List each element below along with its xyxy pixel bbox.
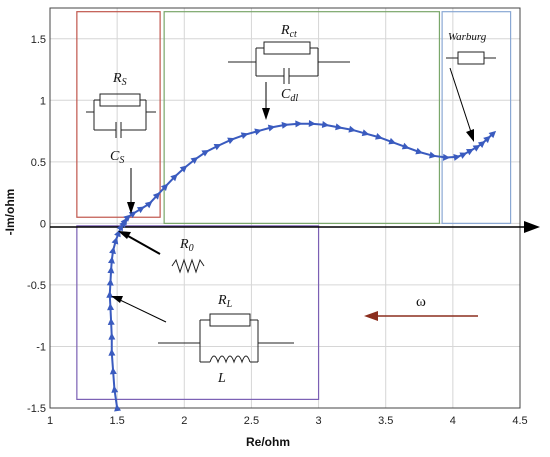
y-axis-label: -Im/ohm	[3, 189, 17, 236]
data-point	[160, 183, 169, 192]
omega-label: ω	[416, 294, 426, 310]
x-axis-label: Re/ohm	[246, 435, 290, 449]
data-point	[415, 147, 424, 155]
cdl-pointer-arrow	[262, 82, 270, 120]
rs-cs-circuit	[86, 93, 156, 138]
rs-label: RS	[112, 71, 127, 88]
grid	[49, 8, 521, 409]
data-point	[120, 217, 128, 226]
data-point	[465, 148, 474, 156]
series-line	[108, 122, 494, 409]
r0-pointer-arrow	[118, 231, 161, 255]
x-tick-label: 4.5	[512, 415, 527, 427]
warburg-pointer-arrow	[449, 67, 474, 142]
data-point	[401, 142, 410, 150]
data-point	[111, 385, 119, 393]
rl-pointer-arrow	[111, 296, 167, 323]
data-point	[107, 303, 115, 311]
x-tick-label: 1	[47, 415, 53, 427]
warburg-label: Warburg	[448, 31, 487, 43]
data-point	[152, 192, 161, 200]
y-tick-label: 0	[40, 218, 46, 230]
data-point	[348, 125, 357, 133]
data-point	[453, 153, 461, 161]
data-point	[472, 144, 481, 152]
data-point	[488, 130, 497, 139]
data-point	[179, 165, 188, 173]
data-point	[123, 214, 131, 222]
data-point	[335, 123, 343, 131]
data-point	[375, 132, 383, 140]
data-point	[213, 143, 222, 151]
r0-label: R0	[179, 237, 194, 254]
data-point	[109, 367, 117, 375]
data-point	[281, 121, 289, 129]
x-tick-label: 4	[450, 415, 456, 427]
cdl-label: Cdl	[281, 87, 298, 104]
data-point	[361, 129, 370, 137]
zero-axis-arrowhead	[524, 221, 540, 233]
data-point	[144, 201, 153, 209]
data-point	[201, 149, 210, 157]
y-tick-label: -0.5	[27, 280, 46, 292]
cs-label: CS	[110, 149, 124, 166]
data-point	[483, 135, 491, 144]
warburg-region	[441, 11, 512, 224]
rct-cdl-region	[163, 11, 441, 224]
series-1	[106, 120, 497, 412]
data-point	[308, 120, 316, 128]
data-point	[111, 236, 119, 245]
y-tick-label: -1	[36, 341, 46, 353]
y-tick-label: 1.5	[31, 34, 46, 46]
warburg-element	[446, 51, 496, 65]
data-point	[295, 120, 303, 128]
y-tick-label: 1	[40, 95, 46, 107]
x-tick-label: 1.5	[109, 415, 124, 427]
data-point	[477, 140, 486, 148]
data-point	[106, 278, 114, 286]
data-point	[136, 206, 145, 214]
y-tick-label: 0.5	[31, 157, 46, 169]
rl-l-circuit	[158, 313, 294, 364]
data-point	[240, 132, 249, 140]
omega-direction-arrow	[364, 311, 478, 321]
x-tick-label: 2	[181, 415, 187, 427]
rs-cs-region	[76, 11, 161, 218]
x-tick-label: 3	[316, 415, 322, 427]
data-point	[116, 223, 124, 232]
data-point	[267, 124, 276, 132]
data-point	[109, 246, 116, 255]
rl-l-region	[76, 225, 320, 400]
data-point	[190, 156, 199, 164]
rct-label: Rct	[280, 23, 297, 40]
x-tick-label: 2.5	[244, 415, 259, 427]
x-tick-labels: 1 1.5 2 2.5 3 3.5 4 4.5	[47, 415, 528, 427]
data-point	[107, 256, 115, 264]
data-point	[108, 348, 116, 356]
data-point	[429, 151, 437, 159]
data-point	[108, 332, 116, 340]
data-point	[321, 121, 330, 128]
r0-resistor-symbol	[171, 258, 205, 274]
plot-frame	[49, 7, 521, 409]
data-point	[107, 266, 115, 274]
data-point	[442, 153, 451, 161]
y-tick-labels: 1.5 1 0.5 0 -0.5 -1 -1.5	[27, 34, 46, 415]
data-point	[254, 128, 262, 136]
l-label: L	[217, 371, 226, 386]
y-tick-label: -1.5	[27, 403, 46, 415]
data-point	[388, 137, 397, 145]
data-point	[107, 317, 115, 326]
cs-pointer-arrow	[127, 168, 135, 214]
rl-label: RL	[217, 293, 233, 310]
data-point	[227, 137, 235, 145]
x-tick-label: 3.5	[378, 415, 393, 427]
rct-cdl-circuit	[228, 41, 350, 84]
data-point	[459, 152, 468, 159]
data-point	[170, 173, 178, 182]
annotation-regions	[76, 11, 512, 400]
data-point	[114, 404, 122, 412]
